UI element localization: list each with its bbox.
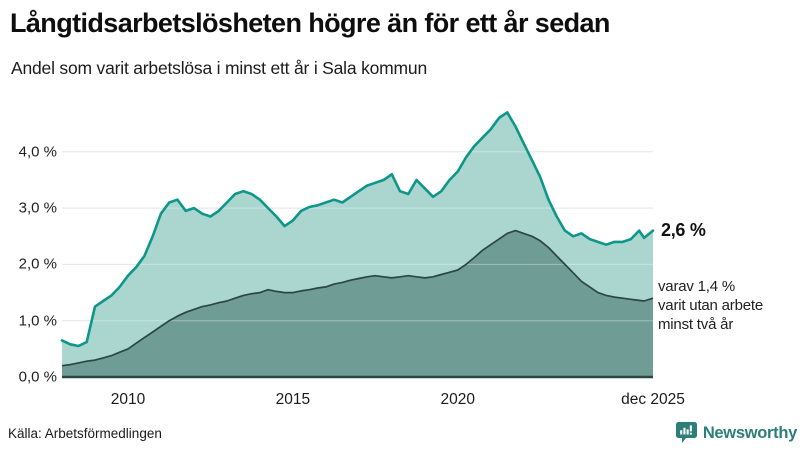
chart-subtitle: Andel som varit arbetslösa i minst ett å… [11, 58, 427, 78]
secondary-series-annotation: varav 1,4 % varit utan arbete minst två … [658, 277, 763, 334]
page-title: Långtidsarbetslösheten högre än för ett … [10, 8, 610, 38]
newsworthy-logo-text: Newsworthy [702, 423, 797, 442]
y-tick-label: 3,0 % [18, 199, 57, 217]
x-tick-label: 2020 [440, 391, 475, 408]
source-note: Källa: Arbetsförmedlingen [8, 426, 162, 441]
x-tick-label: 2010 [110, 391, 146, 408]
annotation-line: varit utan arbete [658, 297, 763, 314]
newsworthy-logo-icon [675, 422, 697, 443]
annotation-line: varav 1,4 % [658, 278, 736, 295]
y-tick-label: 0,0 % [18, 368, 57, 386]
end-value-label: 2,6 % [661, 220, 706, 240]
y-tick-label: 2,0 % [18, 255, 57, 273]
annotation-line: minst två år [658, 316, 734, 333]
y-tick-label: 1,0 % [18, 312, 57, 330]
x-tick-label: dec 2025 [621, 391, 685, 408]
newsworthy-logo: Newsworthy [675, 421, 797, 445]
y-tick-label: 4,0 % [18, 143, 57, 161]
x-tick-label: 2015 [275, 391, 311, 408]
